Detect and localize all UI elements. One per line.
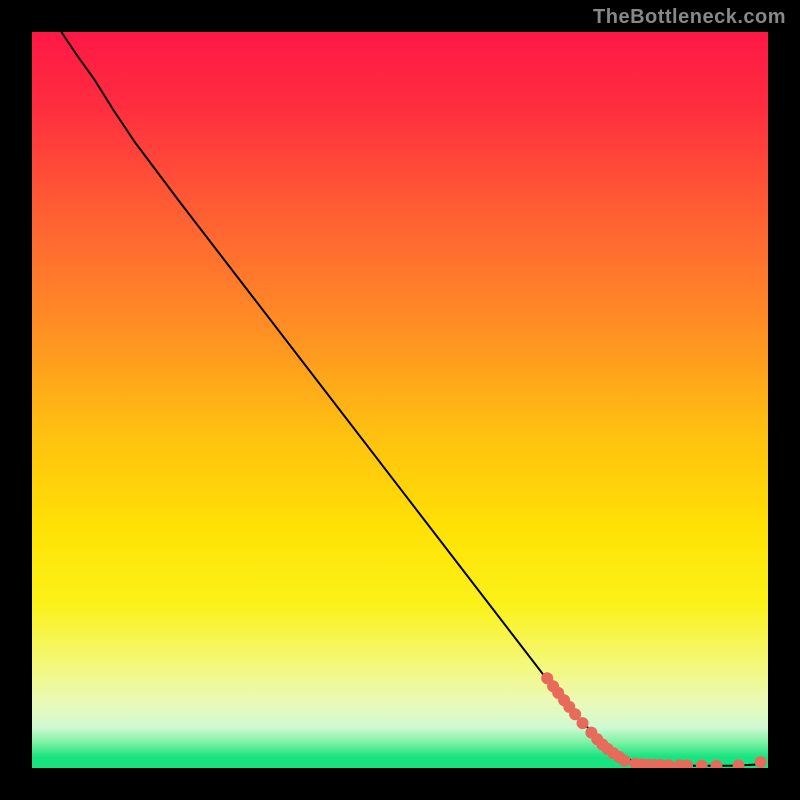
data-marker: [618, 755, 630, 767]
watermark-text: TheBottleneck.com: [593, 6, 786, 29]
chart-container: TheBottleneck.com: [0, 0, 800, 800]
data-marker: [755, 756, 767, 768]
chart-svg: [32, 32, 768, 768]
data-marker: [577, 717, 589, 729]
plot-area: [32, 32, 768, 768]
gradient-background: [32, 32, 768, 768]
